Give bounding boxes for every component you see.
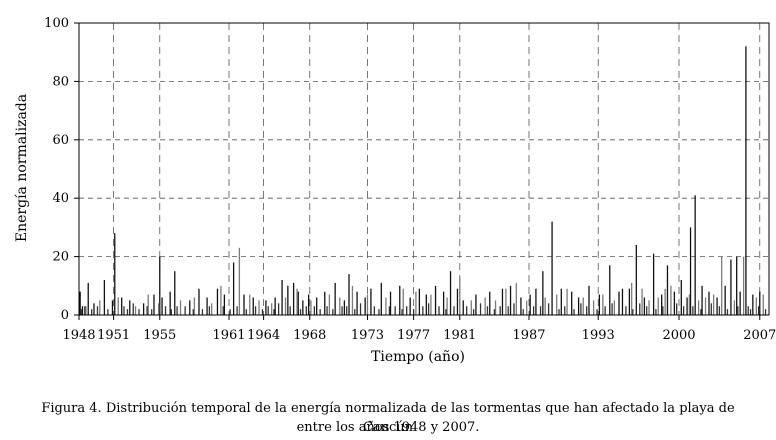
y-axis-title: Energía normalizada <box>14 94 30 242</box>
x-tick-label: 1968 <box>293 328 326 343</box>
x-tick-label: 1961 <box>212 328 245 343</box>
x-tick-label: 2000 <box>662 328 695 343</box>
x-tick-label: 1964 <box>247 328 280 343</box>
x-tick-label: 2007 <box>743 328 776 343</box>
x-tick-label: 1955 <box>143 328 176 343</box>
x-tick-label: 1973 <box>351 328 384 343</box>
x-tick-label: 1951 <box>97 328 130 343</box>
x-tick-label: 1977 <box>397 328 430 343</box>
x-axis-title: Tiempo (año) <box>371 349 465 365</box>
y-tick-label: 100 <box>44 16 69 31</box>
y-tick-label: 60 <box>52 133 69 148</box>
x-tick-label: 1993 <box>582 328 615 343</box>
gridlines <box>79 23 769 315</box>
y-tick-label: 80 <box>52 74 69 89</box>
data-series <box>79 46 767 315</box>
series-2 <box>80 303 767 315</box>
axes: 0 20 40 60 80 100 1948 1951 1955 1961 1964 1968 1973… <box>44 16 776 343</box>
y-tick-label: 20 <box>52 250 69 265</box>
figure-caption-line-1: Figura 4. Distribución temporal de la en… <box>41 401 735 435</box>
y-tick-label: 40 <box>52 191 69 206</box>
energy-chart: 0 20 40 60 80 100 1948 1951 1955 1961 1964 1968 1973… <box>14 16 776 365</box>
y-tick-label: 0 <box>61 308 69 323</box>
figure-caption-line-2: entre los años 1948 y 2007. <box>296 420 480 435</box>
plot-frame <box>78 22 770 316</box>
x-tick-label: 1981 <box>443 328 476 343</box>
x-tick-label: 1987 <box>512 328 545 343</box>
series-1 <box>85 247 764 315</box>
series-0 <box>79 46 761 315</box>
x-tick-label: 1948 <box>62 328 95 343</box>
